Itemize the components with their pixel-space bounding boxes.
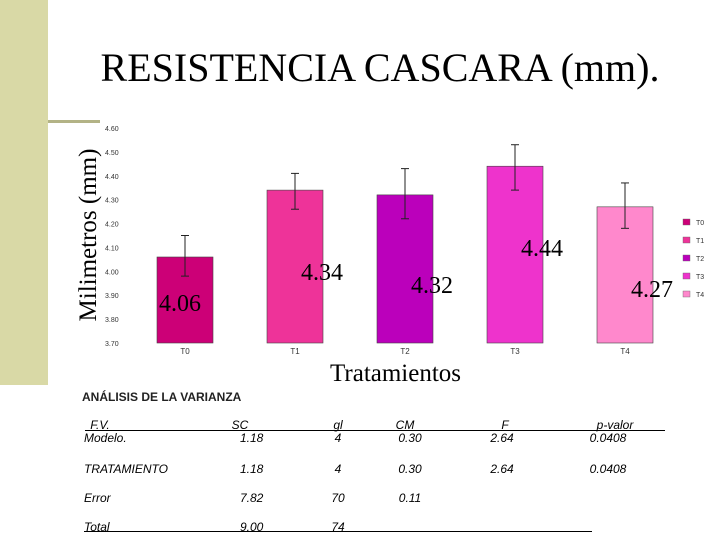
table-header: gl bbox=[333, 418, 343, 432]
table-header: SC bbox=[231, 418, 249, 432]
table-cell: 1.18 bbox=[240, 462, 264, 476]
table-cell: Total bbox=[84, 520, 110, 534]
anova-title: ANÁLISIS DE LA VARIANZA bbox=[82, 390, 242, 404]
x-axis-label: Tratamientos bbox=[330, 360, 462, 387]
data-label: 4.44 bbox=[521, 236, 563, 262]
decorative-side-bar bbox=[0, 0, 48, 385]
slide-title: RESISTENCIA CASCARA (mm). bbox=[100, 45, 660, 90]
legend-label: T4 bbox=[696, 292, 704, 299]
bar-chart: 3.70 3.80 3.90 4.00 4.10 4.20 4.30 4.40 4.50 4.60… bbox=[105, 126, 704, 356]
table-rule bbox=[84, 531, 592, 532]
table-cell: 0.0408 bbox=[589, 462, 627, 476]
y-tick-label: 3.70 bbox=[105, 341, 119, 348]
table-cell: 4 bbox=[334, 431, 342, 445]
table-cell: 9.00 bbox=[240, 520, 264, 534]
table-cell: 7.82 bbox=[240, 491, 264, 505]
y-tick-label: 4.40 bbox=[105, 174, 119, 181]
y-tick-label: 3.80 bbox=[105, 317, 119, 324]
data-label: 4.32 bbox=[411, 273, 453, 299]
table-cell: Error bbox=[84, 491, 111, 505]
table-cell: 0.0408 bbox=[589, 431, 627, 445]
table-cell: 0.11 bbox=[398, 491, 422, 505]
x-tick-label: T3 bbox=[510, 347, 520, 356]
table-cell: 2.64 bbox=[490, 462, 514, 476]
table-cell: 70 bbox=[331, 491, 345, 505]
legend-label: T0 bbox=[696, 220, 704, 227]
legend-swatch bbox=[682, 272, 691, 280]
decorative-title-rule bbox=[48, 120, 100, 123]
data-label: 4.27 bbox=[631, 277, 673, 303]
bar bbox=[266, 189, 324, 344]
x-tick-label: T2 bbox=[400, 347, 410, 356]
data-label: 4.34 bbox=[301, 260, 343, 286]
table-cell: TRATAMIENTO bbox=[84, 462, 168, 476]
bar bbox=[376, 194, 434, 344]
y-tick-label: 4.60 bbox=[105, 126, 119, 133]
table-header: F bbox=[501, 418, 509, 432]
x-tick-label: T4 bbox=[620, 347, 630, 356]
y-tick-label: 4.20 bbox=[105, 222, 119, 229]
legend-swatch bbox=[682, 236, 691, 244]
legend-label: T1 bbox=[696, 238, 704, 245]
y-tick-label: 4.00 bbox=[105, 269, 119, 276]
x-tick-label: T1 bbox=[290, 347, 300, 356]
bar bbox=[486, 165, 544, 344]
y-tick-label: 3.90 bbox=[105, 293, 119, 300]
legend-swatch bbox=[682, 254, 691, 262]
y-tick-label: 4.30 bbox=[105, 198, 119, 205]
legend-label: T3 bbox=[696, 274, 704, 281]
x-tick-label: T0 bbox=[180, 347, 190, 356]
legend-swatch bbox=[682, 218, 691, 226]
table-cell: Modelo. bbox=[84, 431, 127, 445]
legend-swatch bbox=[682, 290, 691, 298]
table-cell: 0.30 bbox=[398, 462, 422, 476]
table-header: F.V. bbox=[90, 418, 110, 432]
y-tick-label: 4.50 bbox=[105, 150, 119, 157]
table-rule bbox=[85, 430, 665, 431]
table-cell: 1.18 bbox=[240, 431, 264, 445]
table-cell: 4 bbox=[334, 462, 342, 476]
table-cell: 0.30 bbox=[398, 431, 422, 445]
legend-label: T2 bbox=[696, 256, 704, 263]
table-header: CM bbox=[395, 418, 415, 432]
table-cell: 2.64 bbox=[490, 431, 514, 445]
table-cell: 74 bbox=[331, 520, 345, 534]
table-header: p-valor bbox=[596, 418, 634, 432]
y-tick-label: 4.10 bbox=[105, 245, 119, 252]
data-label: 4.06 bbox=[159, 291, 201, 317]
